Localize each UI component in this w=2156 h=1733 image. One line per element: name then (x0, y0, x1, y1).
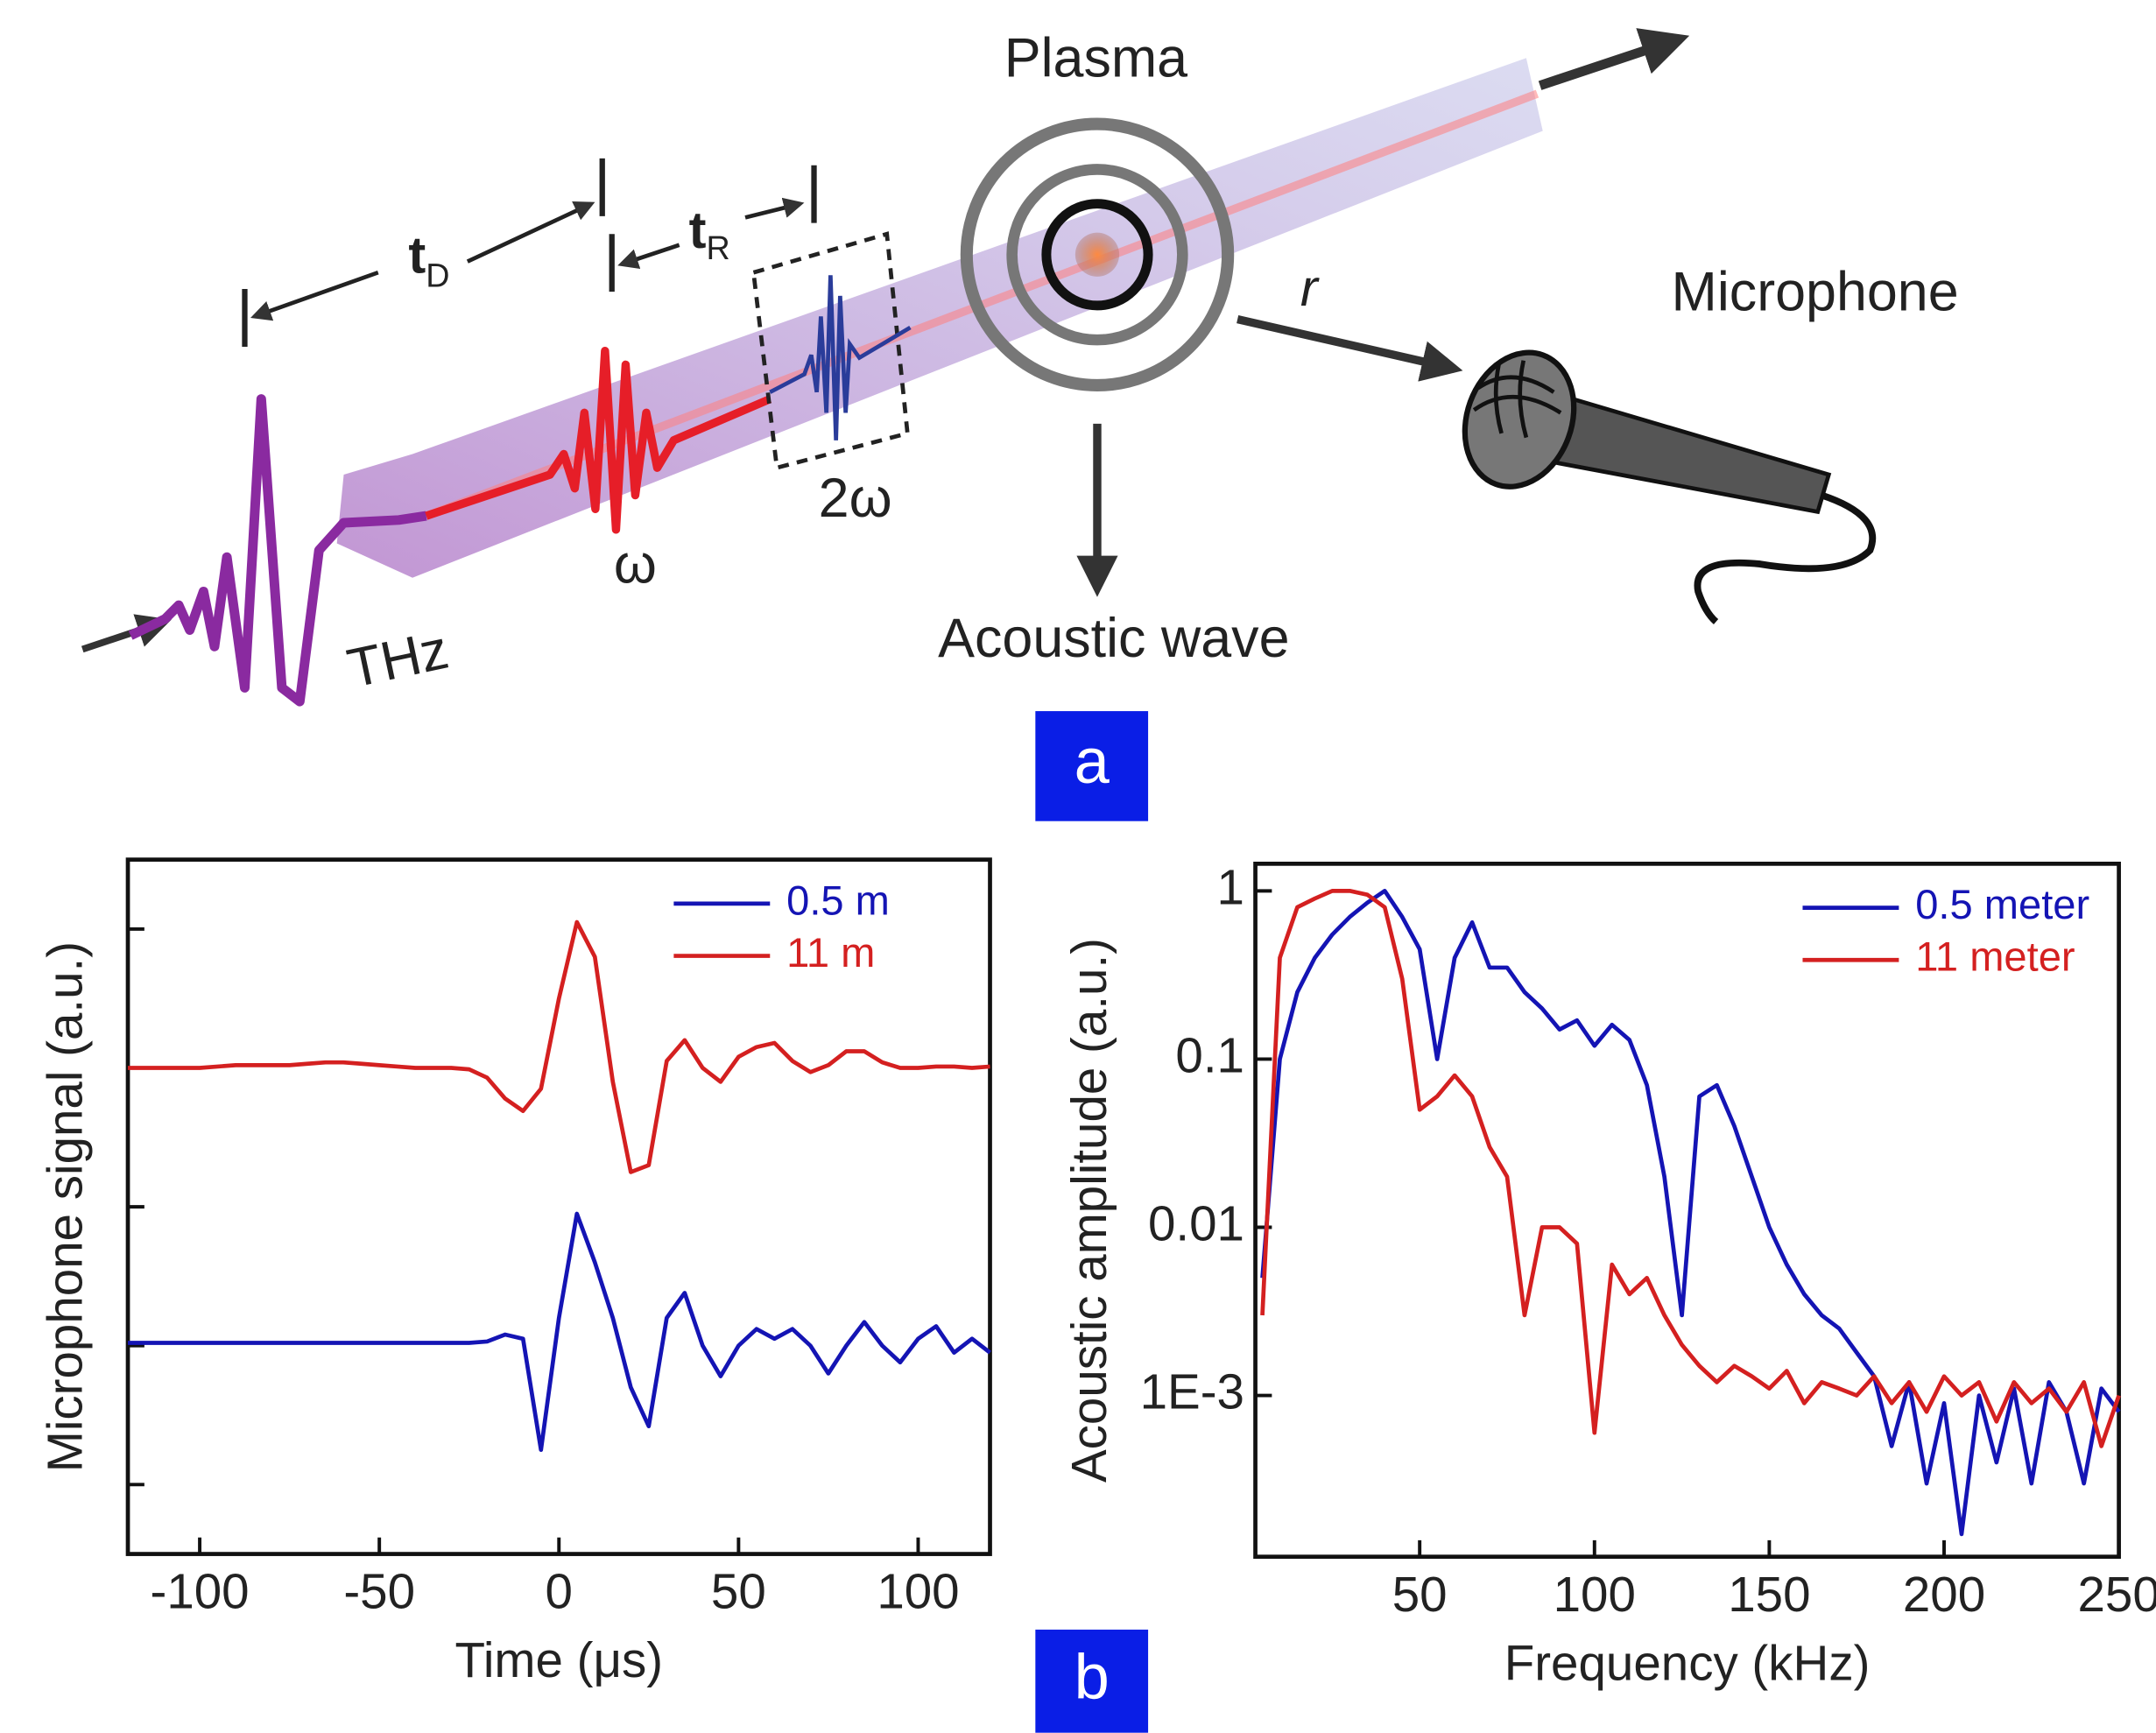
beam-arrow (1538, 28, 1690, 90)
x-tick-label: 150 (1728, 1567, 1810, 1622)
x-tick-label: 250 (2077, 1567, 2156, 1622)
x-tick-label: 50 (711, 1564, 766, 1619)
legend-label: 11 m (786, 929, 875, 976)
plasma-ring (1006, 164, 1188, 346)
panel-label: a (1074, 727, 1110, 797)
dashed-box (750, 231, 910, 471)
microphone-label: Microphone (1672, 261, 1959, 322)
td-sub: D (426, 257, 449, 293)
td-label: tD (408, 225, 449, 293)
x-tick-label: -100 (151, 1564, 250, 1619)
r-arrow (1237, 314, 1463, 382)
two-omega-label: 2ω (819, 468, 892, 529)
x-tick-label: 100 (1554, 1567, 1636, 1622)
plasma-ring (960, 117, 1235, 392)
omega-label: ω (614, 533, 657, 595)
series-line (128, 1211, 991, 1452)
y-axis-label: Microphone signal (a.u.) (37, 941, 92, 1472)
x-tick-label: -50 (343, 1564, 415, 1619)
panel-badge (1035, 711, 1149, 821)
tr-label: tR (689, 201, 730, 266)
x-tick-label: 200 (1903, 1567, 1985, 1622)
tr-arrow (617, 243, 680, 269)
plasma-label: Plasma (1004, 28, 1187, 89)
thz-pulse (128, 394, 427, 707)
y-axis-label: Acoustic amplitude (a.u.) (1061, 938, 1117, 1483)
x-tick-label: 100 (877, 1564, 959, 1619)
legend-label: 0.5 m (786, 877, 890, 923)
td-arrow (250, 270, 379, 321)
td-text: t (408, 225, 426, 284)
r-label: r (1300, 258, 1320, 317)
thz-label: THz (342, 619, 454, 700)
td-arrow (466, 201, 595, 264)
tr-sub: R (707, 229, 730, 266)
x-tick-label: 50 (1392, 1567, 1448, 1622)
tr-text: t (689, 201, 707, 259)
omega-pulse (425, 346, 772, 534)
y-tick-label: 0.1 (1175, 1027, 1244, 1082)
series-line (128, 919, 990, 1174)
y-tick-label: 1 (1217, 859, 1244, 914)
microphone (1462, 349, 1877, 624)
legend-label: 11 meter (1915, 933, 2075, 980)
panel-badge (1035, 1629, 1149, 1733)
plasma-ring (1041, 199, 1153, 311)
schematic: Plasma Microphone Acoustic wave r tD tR … (81, 28, 1959, 1733)
legend-label: 0.5 meter (1915, 881, 2089, 927)
y-tick-label: 1E-3 (1140, 1364, 1244, 1420)
acoustic-wave-label: Acoustic wave (938, 608, 1289, 669)
tr-arrow (744, 197, 805, 220)
panel-label: b (1074, 1643, 1110, 1713)
plasma-core (1074, 232, 1120, 277)
series-line (1260, 888, 2121, 1537)
x-tick-label: 0 (546, 1564, 573, 1619)
x-axis-label: Frequency (kHz) (1504, 1635, 1871, 1690)
x-axis-label: Time (μs) (454, 1632, 663, 1687)
y-tick-label: 0.01 (1148, 1195, 1244, 1250)
two-omega-pulse (769, 275, 912, 440)
plot-frame (1253, 862, 2121, 1560)
series-line (1260, 888, 2121, 1448)
